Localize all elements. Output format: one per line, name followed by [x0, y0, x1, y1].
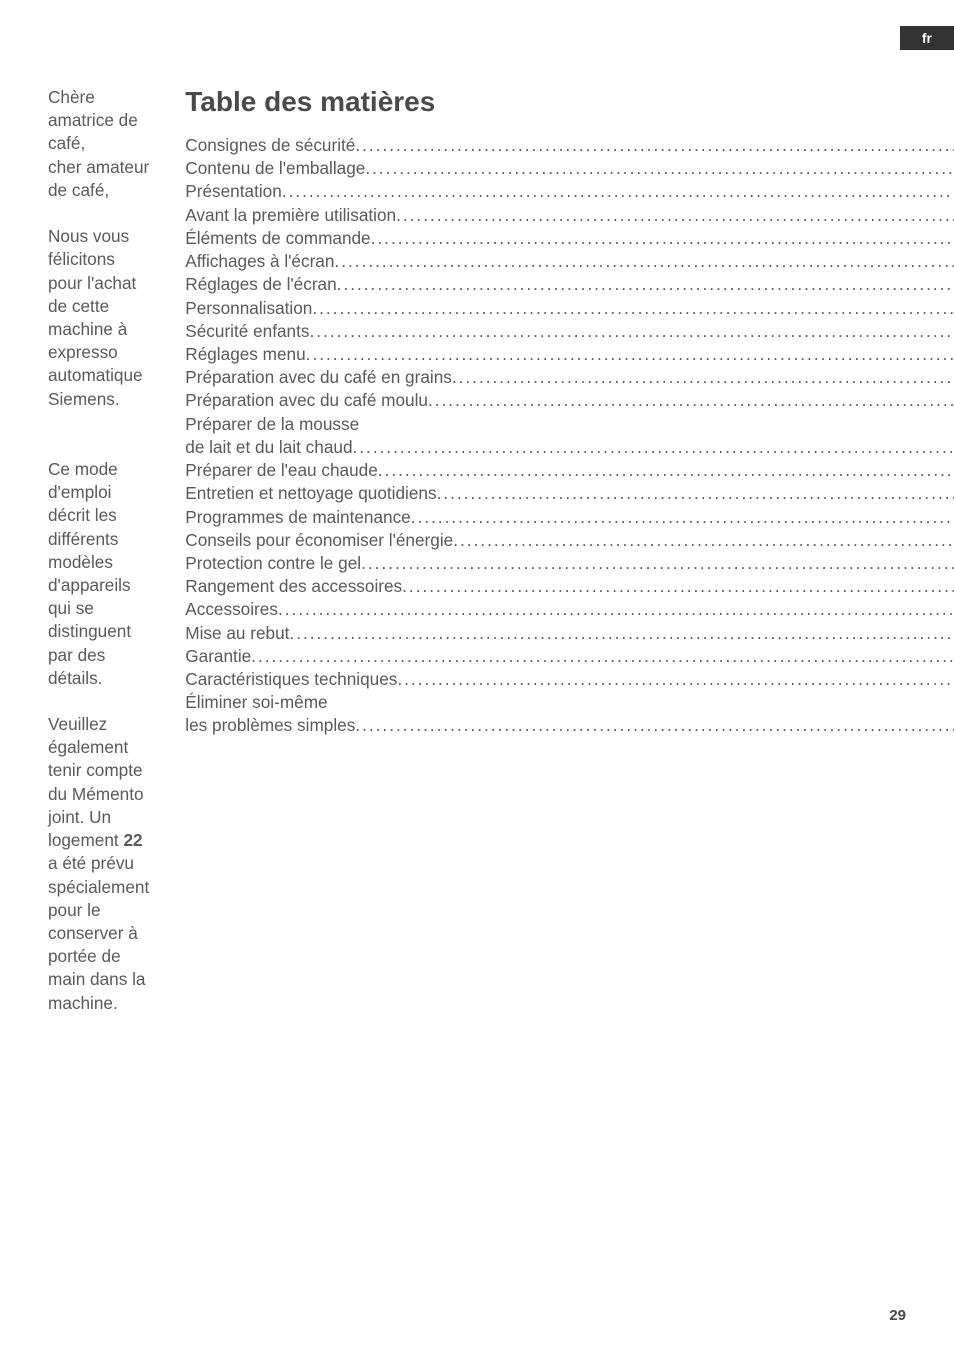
greeting-line1: Chère amatrice de café, — [48, 87, 138, 153]
toc-entry: Avant la première utilisation 33 — [185, 204, 954, 227]
toc-entry: Caractéristiques techniques53 — [185, 668, 954, 691]
toc-list: Consignes de sécurité30Contenu de l'emba… — [185, 134, 954, 738]
toc-dots — [378, 459, 954, 482]
toc-entry: Accessoires 53 — [185, 598, 954, 621]
toc-entry: Mise au rebut53 — [185, 622, 954, 645]
toc-entry: Rangement des accessoires52 — [185, 575, 954, 598]
toc-entry: Préparer de l'eau chaude45 — [185, 459, 954, 482]
toc-dots — [278, 598, 954, 621]
language-tab: fr — [900, 26, 954, 50]
toc-entry-label: Éléments de commande — [185, 227, 370, 250]
toc-entry-label: de lait et du lait chaud — [185, 436, 352, 459]
toc-dots — [365, 157, 954, 180]
toc-dots — [353, 436, 954, 459]
p4-bold: 22 — [123, 830, 142, 850]
toc-entry-label: Affichages à l'écran — [185, 250, 334, 273]
toc-dots — [428, 389, 954, 412]
toc-entry-label: Sécurité enfants — [185, 320, 309, 343]
toc-entry-label: Présentation — [185, 180, 282, 203]
toc-dots — [337, 273, 954, 296]
toc-entry: Éléments de commande34 — [185, 227, 954, 250]
toc-dots — [306, 343, 954, 366]
toc-dots — [289, 622, 954, 645]
toc-dots — [334, 250, 954, 273]
toc-dots — [396, 204, 954, 227]
toc-dots — [355, 714, 954, 737]
toc-entry: Réglages de l'écran37 — [185, 273, 954, 296]
toc-entry: Consignes de sécurité30 — [185, 134, 954, 157]
toc-dots — [312, 297, 954, 320]
greeting-line2: cher amateur de café, — [48, 157, 149, 200]
toc-dots — [310, 320, 954, 343]
toc-entry-label: Protection contre le gel — [185, 552, 361, 575]
toc-entry-label: les problèmes simples — [185, 714, 355, 737]
toc-entry-label: Personnalisation — [185, 297, 312, 320]
toc-entry: Programmes de maintenance 48 — [185, 506, 954, 529]
toc-entry: Contenu de l'emballage32 — [185, 157, 954, 180]
toc-dots — [361, 552, 954, 575]
toc-entry-label: Entretien et nettoyage quotidiens — [185, 482, 436, 505]
toc-entry-label: Programmes de maintenance — [185, 506, 410, 529]
toc-entry: Sécurité enfants40 — [185, 320, 954, 343]
toc-entry-label: Préparation avec du café en grains — [185, 366, 452, 389]
toc-dots — [397, 668, 954, 691]
p4-part2: a été prévu spécialement pour le conserv… — [48, 853, 149, 1012]
toc-entry: Réglages menu 40 — [185, 343, 954, 366]
toc-dots — [371, 227, 954, 250]
toc-entry-label: Mise au rebut — [185, 622, 289, 645]
toc-entry-label: Accessoires — [185, 598, 278, 621]
toc-dots — [355, 134, 954, 157]
toc-dots — [437, 482, 954, 505]
content-area: Chère amatrice de café, cher amateur de … — [48, 86, 906, 1038]
toc-dots — [411, 506, 954, 529]
toc-entry-label: Préparation avec du café moulu — [185, 389, 428, 412]
toc-entry-continuation: Éliminer soi-même — [185, 691, 954, 714]
toc-entry: les problèmes simples54 — [185, 714, 954, 737]
toc-entry-label: Rangement des accessoires — [185, 575, 402, 598]
toc-entry: Présentation 32 — [185, 180, 954, 203]
toc-entry-label: Réglages menu — [185, 343, 305, 366]
toc-entry: Entretien et nettoyage quotidiens46 — [185, 482, 954, 505]
toc-entry: Conseils pour économiser l'énergie 52 — [185, 529, 954, 552]
toc-dots — [282, 180, 954, 203]
toc-entry: Protection contre le gel52 — [185, 552, 954, 575]
left-column: Chère amatrice de café, cher amateur de … — [48, 86, 149, 1038]
toc-entry-label: Caractéristiques techniques — [185, 668, 397, 691]
toc-entry-label: Préparer de l'eau chaude — [185, 459, 377, 482]
toc-dots — [402, 575, 954, 598]
toc-entry: de lait et du lait chaud45 — [185, 436, 954, 459]
intro-paragraph-2: Ce mode d'emploi décrit les différents m… — [48, 458, 149, 690]
toc-entry-label: Réglages de l'écran — [185, 273, 336, 296]
toc-entry-label: Contenu de l'emballage — [185, 157, 365, 180]
toc-entry: Affichages à l'écran 36 — [185, 250, 954, 273]
intro-paragraph-3: Veuillez également tenir compte du Mémen… — [48, 713, 149, 1015]
toc-entry: Garantie53 — [185, 645, 954, 668]
toc-entry: Préparation avec du café moulu44 — [185, 389, 954, 412]
greeting: Chère amatrice de café, cher amateur de … — [48, 86, 149, 202]
right-column: Table des matières Consignes de sécurité… — [185, 86, 954, 1038]
toc-entry-label: Avant la première utilisation — [185, 204, 396, 227]
toc-entry-continuation: Préparer de la mousse — [185, 413, 954, 436]
toc-entry-label: Garantie — [185, 645, 251, 668]
page-number: 29 — [889, 1307, 906, 1324]
toc-entry-label: Conseils pour économiser l'énergie — [185, 529, 453, 552]
toc-dots — [453, 529, 954, 552]
toc-entry: Personnalisation38 — [185, 297, 954, 320]
toc-title: Table des matières — [185, 86, 954, 118]
toc-entry: Préparation avec du café en grains43 — [185, 366, 954, 389]
toc-dots — [452, 366, 954, 389]
toc-entry-label: Consignes de sécurité — [185, 134, 355, 157]
toc-dots — [251, 645, 954, 668]
intro-paragraph-1: Nous vous félicitons pour l'achat de cet… — [48, 225, 149, 411]
